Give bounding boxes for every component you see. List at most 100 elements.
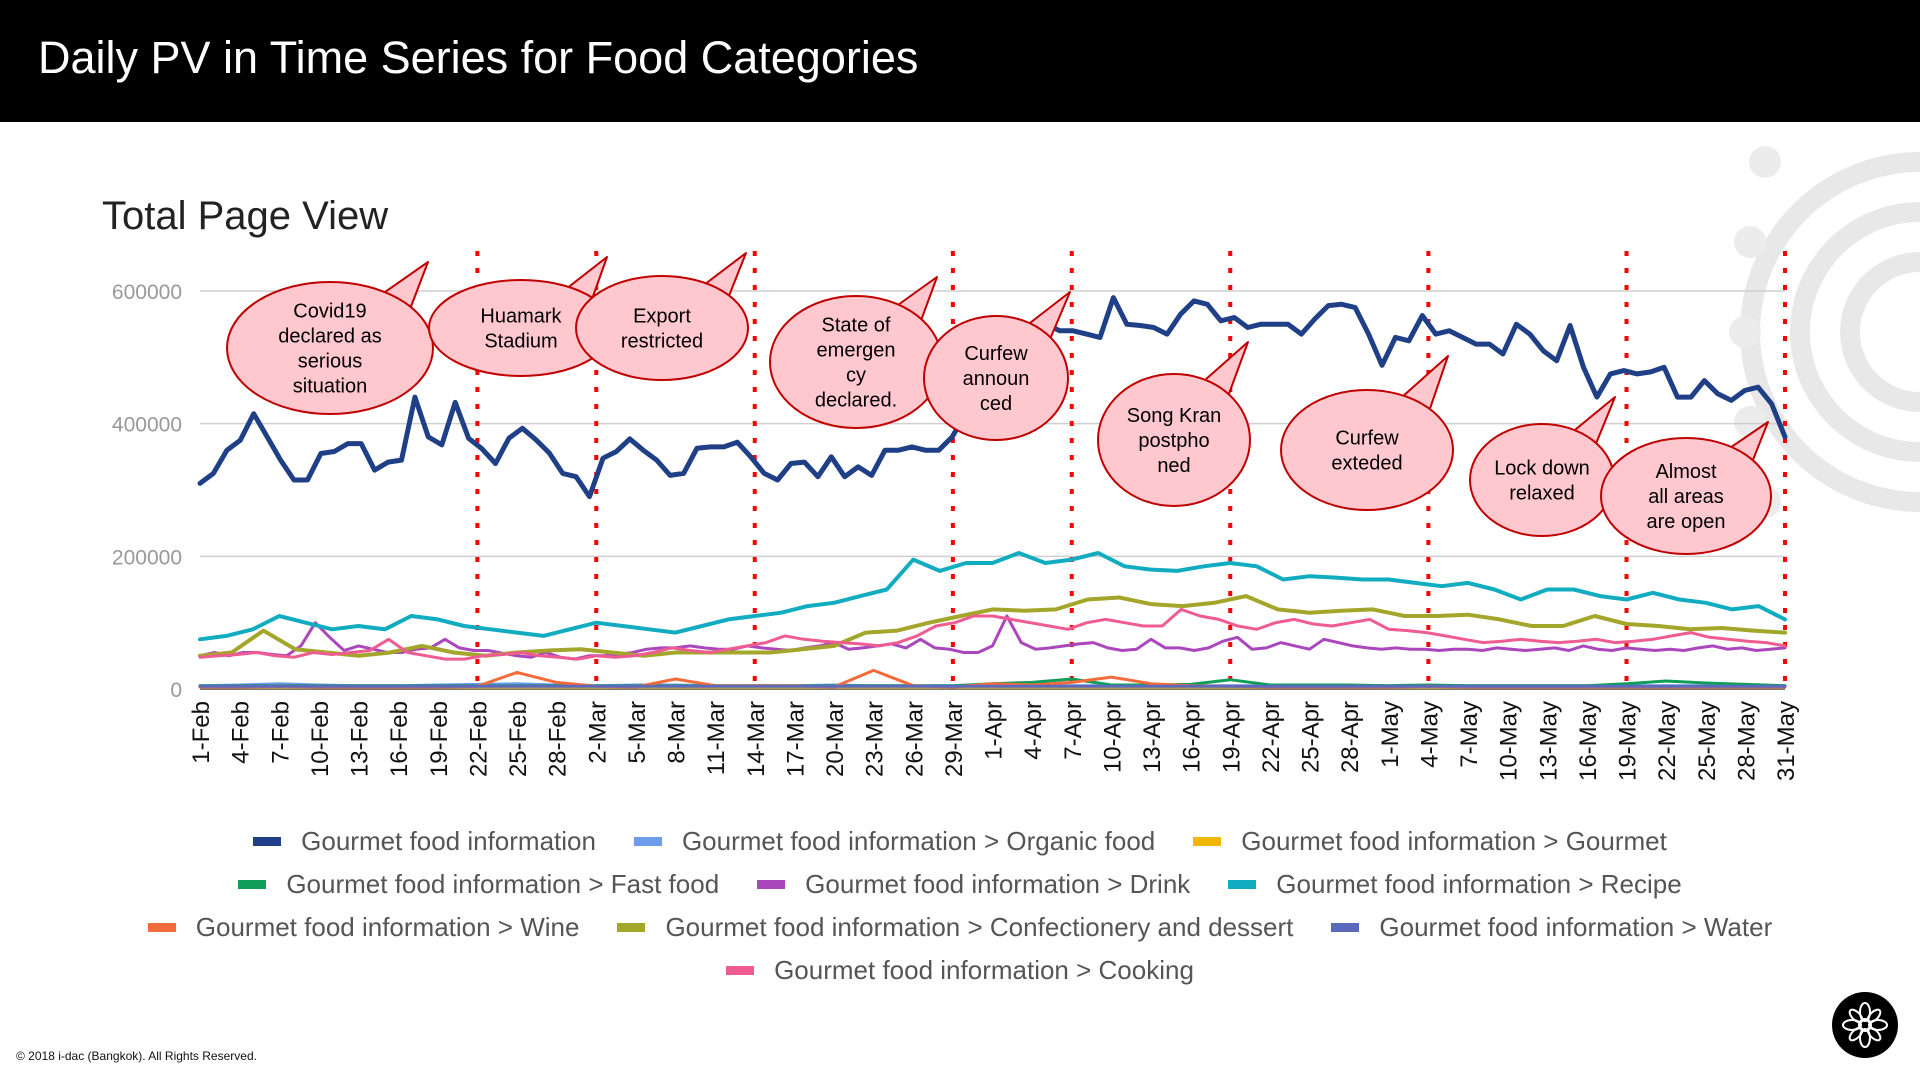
x-tick-label: 10-May	[1496, 701, 1523, 781]
legend-label: Gourmet food information > Recipe	[1276, 869, 1682, 899]
legend-label: Gourmet food information > Cooking	[774, 955, 1194, 985]
x-tick-label: 8-Mar	[664, 701, 691, 764]
legend-row: Gourmet food information > Fast food Gour…	[0, 863, 1920, 906]
legend-label: Gourmet food information > Confectionery…	[665, 912, 1294, 942]
legend-item: Gourmet food information	[253, 826, 596, 857]
legend-swatch	[617, 923, 646, 932]
x-tick-label: 7-May	[1456, 701, 1483, 768]
y-tick-label: 600000	[112, 281, 182, 304]
x-tick-label: 10-Apr	[1099, 701, 1126, 773]
legend-swatch	[1331, 923, 1360, 932]
x-tick-label: 17-Mar	[782, 701, 809, 777]
legend-swatch	[238, 880, 267, 889]
x-tick-label: 25-May	[1694, 701, 1721, 781]
x-tick-label: 10-Feb	[307, 701, 334, 777]
callout-fill	[577, 277, 747, 379]
legend-label: Gourmet food information > Drink	[805, 869, 1191, 899]
x-tick-label: 16-May	[1575, 701, 1602, 781]
legend-label: Gourmet food information > Wine	[195, 912, 580, 942]
event-label: Huamark Stadium	[480, 306, 562, 353]
callout-fill	[1282, 391, 1452, 509]
x-tick-label: 20-Mar	[822, 701, 849, 777]
event-label: Curfew exteded	[1331, 428, 1402, 475]
x-tick-label: 4-May	[1416, 701, 1443, 768]
legend-swatch	[253, 837, 282, 846]
x-tick-label: 25-Apr	[1298, 701, 1325, 773]
legend-item: Gourmet food information > Gourmet	[1193, 826, 1667, 857]
y-tick-label: 200000	[112, 546, 182, 569]
x-tick-label: 28-Apr	[1337, 701, 1364, 773]
event-label: Lock down relaxed	[1494, 458, 1590, 505]
legend-swatch	[633, 837, 662, 846]
company-logo	[1832, 992, 1898, 1058]
x-tick-label: 25-Feb	[505, 701, 532, 777]
x-tick-label: 1-Feb	[188, 701, 215, 764]
x-tick-label: 13-Apr	[1139, 701, 1166, 773]
legend-item: Gourmet food information > Confectionery…	[617, 912, 1293, 943]
legend-row: Gourmet food information Gourmet food inf…	[0, 820, 1920, 863]
x-tick-label: 2-Mar	[584, 701, 611, 764]
y-tick-label: 400000	[112, 414, 182, 437]
event-label: Almost all areas are open	[1647, 461, 1726, 533]
legend-swatch	[1193, 837, 1222, 846]
x-tick-label: 7-Feb	[267, 701, 294, 764]
x-tick-label: 22-Feb	[465, 701, 492, 777]
legend-item: Gourmet food information > Drink	[757, 869, 1190, 900]
x-tick-label: 19-May	[1615, 701, 1642, 781]
legend-swatch	[757, 880, 786, 889]
callout-fill	[771, 297, 941, 427]
x-tick-label: 5-Mar	[624, 701, 651, 764]
x-tick-label: 26-Mar	[901, 701, 928, 777]
x-tick-label: 1-May	[1377, 701, 1404, 768]
x-tick-label: 28-May	[1733, 701, 1760, 781]
legend-item: Gourmet food information > Cooking	[726, 955, 1194, 986]
legend-label: Gourmet food information > Organic food	[681, 826, 1156, 856]
legend-item: Gourmet food information > Recipe	[1228, 869, 1682, 900]
series-line	[198, 614, 1787, 661]
callout-fill	[1471, 425, 1613, 535]
x-tick-label: 4-Feb	[228, 701, 255, 764]
legend-swatch	[726, 966, 755, 975]
x-tick-label: 19-Apr	[1218, 701, 1245, 773]
x-tick-label: 7-Apr	[1060, 701, 1087, 760]
x-tick-label: 14-Mar	[743, 701, 770, 777]
chart-legend: Gourmet food information Gourmet food inf…	[0, 820, 1920, 992]
slide-title: Daily PV in Time Series for Food Categor…	[38, 32, 919, 83]
series-line	[198, 551, 1787, 642]
x-tick-label: 31-May	[1773, 701, 1800, 781]
event-label: State of emergen cy declared.	[815, 315, 897, 412]
chart-title: Total Page View	[102, 194, 389, 238]
callout-fill	[1099, 375, 1249, 505]
x-tick-label: 13-Feb	[347, 701, 374, 777]
legend-label: Gourmet food information > Water	[1379, 912, 1773, 942]
y-tick-label: 0	[170, 679, 182, 702]
event-label: Covid19 declared as serious situation	[278, 301, 381, 398]
x-tick-label: 13-May	[1535, 701, 1562, 781]
x-tick-label: 11-Mar	[703, 701, 730, 775]
callout-fill	[925, 317, 1067, 439]
callout-fill	[1602, 439, 1770, 553]
event-label: Export restricted	[621, 306, 703, 353]
x-tick-label: 28-Feb	[545, 701, 572, 777]
x-tick-label: 23-Mar	[862, 701, 889, 777]
legend-row: Gourmet food information > Wine Gourmet f…	[0, 906, 1920, 949]
x-tick-label: 22-May	[1654, 701, 1681, 781]
slide-header: Daily PV in Time Series for Food Categor…	[0, 0, 1920, 122]
copyright-text: © 2018 i-dac (Bangkok). All Rights Reser…	[16, 1049, 257, 1063]
callout-fill	[228, 283, 432, 413]
legend-label: Gourmet food information > Fast food	[286, 869, 720, 899]
x-tick-label: 16-Apr	[1179, 701, 1206, 773]
series-line	[198, 594, 1787, 658]
event-label: Song Kran postpho ned	[1127, 405, 1222, 477]
legend-item: Gourmet food information > Fast food	[238, 869, 719, 900]
legend-label: Gourmet food information > Gourmet	[1241, 826, 1667, 856]
legend-item: Gourmet food information > Wine	[147, 912, 580, 943]
legend-label: Gourmet food information	[301, 826, 596, 856]
x-tick-label: 1-Apr	[981, 701, 1008, 760]
x-tick-label: 16-Feb	[386, 701, 413, 777]
series-line	[198, 607, 1787, 661]
flower-logo-icon	[1842, 1002, 1888, 1048]
x-tick-label: 29-Mar	[941, 701, 968, 777]
x-tick-label: 19-Feb	[426, 701, 453, 777]
